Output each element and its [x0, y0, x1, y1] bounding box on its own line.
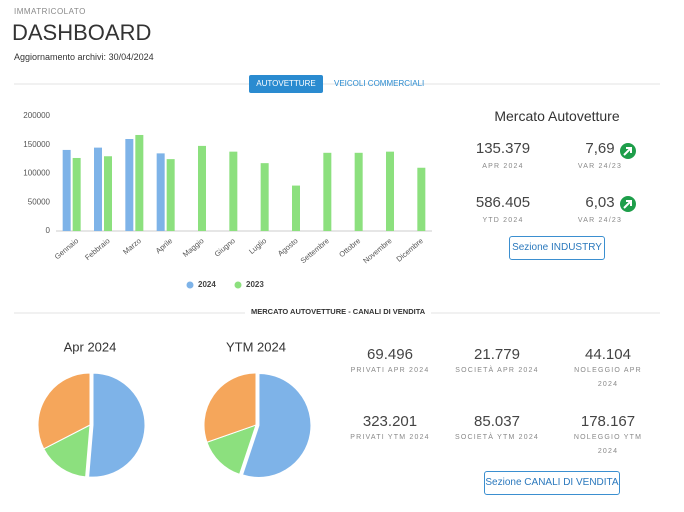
bar [417, 167, 426, 231]
channels-title: MERCATO AUTOVETTURE - CANALI DI VENDITA [245, 307, 432, 316]
bar [104, 156, 112, 231]
bar [292, 185, 300, 231]
legend-swatch [234, 281, 242, 289]
bar [260, 163, 269, 231]
x-tick-label: Maggio [181, 236, 206, 259]
pie-title: Apr 2024 [64, 339, 117, 354]
x-tick-label: Agosto [276, 236, 300, 258]
stat-value: 85.037 [474, 413, 520, 430]
tab[interactable]: VEICOLI COMMERCIALI [334, 79, 425, 88]
legend-label: 2024 [198, 280, 216, 289]
stat-label: SOCIETÀ YTM 2024 [454, 434, 540, 441]
pie-slice [37, 372, 91, 450]
x-tick-label: Gennaio [53, 236, 81, 261]
legend-swatch [186, 281, 194, 289]
y-tick-label: 0 [46, 226, 51, 235]
page-title: DASHBOARD [12, 20, 152, 45]
y-tick-label: 50000 [28, 197, 51, 206]
section-label: IMMATRICOLATO [14, 7, 86, 16]
x-tick-label: Luglio [247, 236, 268, 256]
x-tick-label: Giugno [213, 236, 237, 258]
stat-label: PRIVATI APR 2024 [350, 367, 430, 374]
y-tick-label: 150000 [23, 140, 50, 149]
stat-value: 6,03 [585, 194, 615, 211]
x-tick-label: Ottobre [337, 236, 362, 259]
x-tick-label: Marzo [121, 236, 143, 256]
pie-slice [203, 372, 257, 443]
bar [166, 159, 175, 231]
x-tick-label: Novembre [361, 236, 393, 265]
bar [62, 149, 71, 231]
stat-value: 69.496 [367, 346, 413, 363]
bar [354, 152, 363, 231]
stat-label: VAR 24/23 [577, 163, 623, 170]
x-tick-label: Aprile [154, 236, 174, 255]
pie-slice [241, 372, 312, 478]
bar [386, 151, 394, 231]
stat-label: SOCIETÀ APR 2024 [455, 367, 539, 374]
stat-value: 323.201 [362, 413, 418, 430]
bar [156, 153, 165, 231]
stat-value: 178.167 [580, 413, 636, 430]
stat-value: 44.104 [585, 346, 631, 363]
update-date: 30/04/2024 [108, 52, 154, 62]
stat-label: VAR 24/23 [577, 217, 623, 224]
x-tick-label: Dicembre [395, 236, 425, 264]
stat-value: 135.379 [475, 140, 531, 157]
x-tick-label: Settembre [299, 236, 331, 265]
tab-active[interactable]: AUTOVETTURE [249, 75, 323, 93]
legend-label: 2023 [246, 280, 264, 289]
channels-button[interactable]: Sezione CANALI DI VENDITA [484, 471, 620, 495]
stat-label: NOLEGGIO APR 2024 [574, 367, 642, 388]
up-icon [620, 196, 636, 212]
stat-value: 21.779 [474, 346, 520, 363]
up-icon [620, 143, 636, 159]
bar [72, 157, 81, 231]
bar [125, 139, 134, 231]
pie-title: YTM 2024 [226, 339, 286, 354]
update-label: Aggiornamento archivi: [14, 52, 107, 62]
y-tick-label: 100000 [23, 169, 50, 178]
bar [323, 152, 332, 231]
pie-slice [88, 372, 146, 478]
stat-label: YTD 2024 [482, 217, 524, 224]
y-tick-label: 200000 [23, 111, 50, 120]
market-title: Mercato Autovetture [494, 108, 620, 124]
stat-label: APR 2024 [482, 163, 524, 170]
bar [94, 147, 102, 231]
stat-value: 7,69 [585, 140, 615, 157]
bar [229, 151, 238, 231]
update-info: Aggiornamento archivi: 30/04/2024 [14, 52, 154, 62]
stat-value: 586.405 [475, 194, 531, 211]
stat-label: NOLEGGIO YTM 2024 [573, 434, 643, 455]
pie-slice [43, 424, 91, 478]
industry-button[interactable]: Sezione INDUSTRY [509, 236, 605, 260]
bar [135, 134, 144, 231]
bar [198, 145, 206, 231]
x-tick-label: Febbraio [83, 236, 111, 262]
stat-label: PRIVATI YTM 2024 [350, 434, 430, 441]
